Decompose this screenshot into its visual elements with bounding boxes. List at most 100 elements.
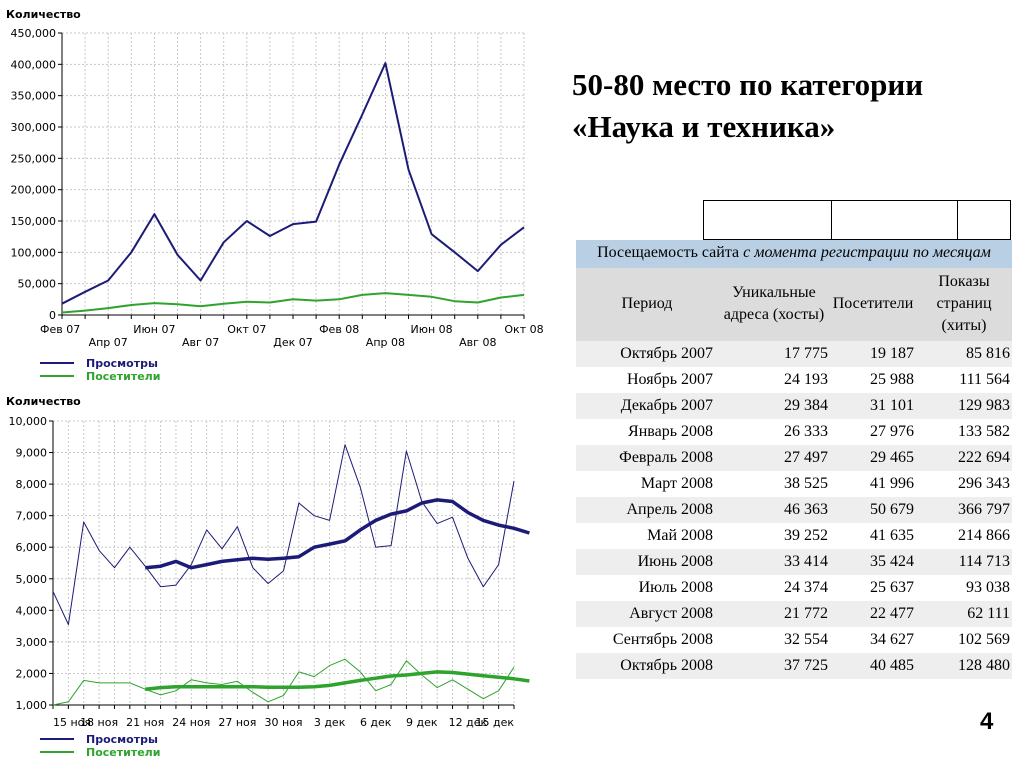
header-page-views: Показы страниц (хиты)	[916, 268, 1012, 341]
cell-unique-hosts: 46 363	[718, 497, 830, 523]
x-tick-label: Дек 07	[273, 336, 313, 349]
cell-visitors: 25 637	[830, 575, 916, 601]
y-axis-label: Количество	[6, 8, 81, 21]
x-tick-label: Июн 08	[411, 323, 453, 336]
table-row: Июнь 2008 33 414 35 424 114 713	[576, 549, 1012, 575]
y-tick-label: 4,000	[16, 604, 48, 617]
table-row: Октябрь 2007 17 775 19 187 85 816	[576, 341, 1012, 367]
table-row: Июль 2008 24 374 25 637 93 038	[576, 575, 1012, 601]
cell-period: Июнь 2008	[576, 549, 718, 575]
x-tick-label: Фев 08	[319, 323, 359, 336]
table-row: Январь 2008 26 333 27 976 133 582	[576, 419, 1012, 445]
table-row: Февраль 2008 27 497 29 465 222 694	[576, 445, 1012, 471]
x-tick-label: 3 дек	[314, 716, 346, 729]
y-tick-label: 250,000	[11, 152, 57, 165]
y-tick-label: 3,000	[16, 636, 48, 649]
table-row: Май 2008 39 252 41 635 214 866	[576, 523, 1012, 549]
daily-traffic-chart: Количество 1,000 2,000 3,000 4,000 5,000 6,000…	[6, 395, 530, 759]
slide-title: 50-80 место по категории «Наука и техник…	[572, 64, 1012, 148]
y-tick-label: 450,000	[11, 27, 57, 40]
cell-visitors: 27 976	[830, 419, 916, 445]
x-tick-label: 9 дек	[406, 716, 438, 729]
x-tick-label: 27 ноя	[218, 716, 256, 729]
cell-unique-hosts: 24 193	[718, 367, 830, 393]
monthly-stats-table: Посещаемость сайта с момента регистрации…	[576, 240, 1012, 679]
cell-visitors: 41 635	[830, 523, 916, 549]
cell-period: Ноябрь 2007	[576, 367, 718, 393]
slide-title-line2: «Наука и техника»	[572, 109, 836, 144]
cell-period: Октябрь 2008	[576, 653, 718, 679]
cell-unique-hosts: 29 384	[718, 393, 830, 419]
x-tick-label: Апр 08	[366, 336, 405, 349]
cell-page-views: 93 038	[916, 575, 1012, 601]
cell-visitors: 19 187	[830, 341, 916, 367]
x-tick-label: 15 ноя	[53, 716, 91, 729]
y-tick-label: 10,000	[9, 415, 48, 428]
cell-unique-hosts: 37 725	[718, 653, 830, 679]
x-tick-label: 24 ноя	[172, 716, 210, 729]
table-row: Октябрь 2008 37 725 40 485 128 480	[576, 653, 1012, 679]
series-line-1	[145, 498, 530, 570]
header-unique-hosts: Уникальные адреса (хосты)	[718, 268, 830, 341]
cell-period: Декабрь 2007	[576, 393, 718, 419]
empty-cell	[957, 200, 1011, 240]
header-period: Период	[576, 268, 718, 341]
cell-unique-hosts: 27 497	[718, 445, 830, 471]
table-row: Ноябрь 2007 24 193 25 988 111 564	[576, 367, 1012, 393]
empty-header-grid	[702, 200, 1011, 240]
y-tick-label: 7,000	[16, 510, 48, 523]
cell-page-views: 102 569	[916, 627, 1012, 653]
cell-unique-hosts: 21 772	[718, 601, 830, 627]
cell-page-views: 85 816	[916, 341, 1012, 367]
cell-period: Март 2008	[576, 471, 718, 497]
table-header-row: Период Уникальные адреса (хосты) Посетит…	[576, 268, 1012, 341]
y-tick-label: 100,000	[11, 246, 57, 259]
cell-visitors: 34 627	[830, 627, 916, 653]
x-tick-label: Авг 08	[459, 336, 496, 349]
x-tick-label: Фев 07	[40, 323, 80, 336]
cell-period: Январь 2008	[576, 419, 718, 445]
table-caption-plain: Посещаемость сайта	[597, 244, 744, 261]
cell-page-views: 111 564	[916, 367, 1012, 393]
y-tick-label: 350,000	[11, 90, 57, 103]
cell-visitors: 25 988	[830, 367, 916, 393]
cell-page-views: 114 713	[916, 549, 1012, 575]
y-tick-label: 300,000	[11, 121, 57, 134]
cell-visitors: 41 996	[830, 471, 916, 497]
table-row: Декабрь 2007 29 384 31 101 129 983	[576, 393, 1012, 419]
cell-visitors: 35 424	[830, 549, 916, 575]
cell-unique-hosts: 17 775	[718, 341, 830, 367]
y-tick-label: 2,000	[16, 667, 48, 680]
page-number: 4	[980, 708, 994, 735]
cell-period: Сентябрь 2008	[576, 627, 718, 653]
cell-unique-hosts: 38 525	[718, 471, 830, 497]
header-visitors: Посетители	[830, 268, 916, 341]
x-tick-label: 6 дек	[360, 716, 392, 729]
y-tick-label: 6,000	[16, 541, 48, 554]
table-row: Апрель 2008 46 363 50 679 366 797	[576, 497, 1012, 523]
cell-page-views: 366 797	[916, 497, 1012, 523]
table-caption-italic: с момента регистрации по месяцам	[743, 244, 991, 261]
x-tick-label: Авг 07	[182, 336, 219, 349]
y-tick-label: 50,000	[18, 278, 57, 291]
x-tick-label: Окт 07	[227, 323, 266, 336]
y-tick-label: 5,000	[16, 573, 48, 586]
cell-period: Февраль 2008	[576, 445, 718, 471]
y-tick-label: 9,000	[16, 447, 48, 460]
x-tick-label: 18 ноя	[80, 716, 118, 729]
cell-period: Апрель 2008	[576, 497, 718, 523]
table-row: Сентябрь 2008 32 554 34 627 102 569	[576, 627, 1012, 653]
x-tick-label: 15 дек	[475, 716, 514, 729]
series-line-2	[52, 658, 515, 706]
cell-visitors: 22 477	[830, 601, 916, 627]
cell-page-views: 214 866	[916, 523, 1012, 549]
x-tick-label: 21 ноя	[126, 716, 164, 729]
y-tick-label: 1,000	[16, 699, 48, 712]
table-row: Март 2008 38 525 41 996 296 343	[576, 471, 1012, 497]
cell-visitors: 40 485	[830, 653, 916, 679]
cell-unique-hosts: 39 252	[718, 523, 830, 549]
table-caption: Посещаемость сайта с момента регистрации…	[576, 240, 1012, 268]
cell-page-views: 129 983	[916, 393, 1012, 419]
cell-period: Август 2008	[576, 601, 718, 627]
empty-cell	[702, 200, 833, 240]
